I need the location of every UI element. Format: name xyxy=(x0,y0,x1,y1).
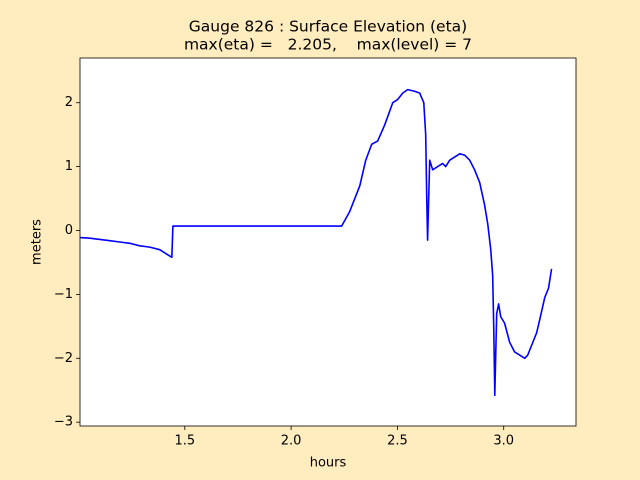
plot-area xyxy=(80,58,576,426)
chart-title: Gauge 826 : Surface Elevation (eta) xyxy=(189,18,467,36)
y-axis-label: meters xyxy=(30,219,45,265)
plot-frame xyxy=(79,57,577,427)
y-tick-label: −3 xyxy=(54,415,73,430)
chart-subtitle: max(eta) = 2.205, max(level) = 7 xyxy=(184,36,472,54)
y-tick-label: 1 xyxy=(65,159,73,174)
y-tick-label: −1 xyxy=(54,287,73,302)
x-tick-label: 1.5 xyxy=(174,434,195,449)
y-tick-label: 2 xyxy=(65,95,73,110)
x-tick-label: 2.0 xyxy=(281,434,302,449)
x-tick-label: 3.0 xyxy=(493,434,514,449)
y-tick-label: −2 xyxy=(54,351,73,366)
x-axis-label: hours xyxy=(310,456,347,471)
x-tick-label: 2.5 xyxy=(387,434,408,449)
data-line xyxy=(80,88,553,397)
y-tick-label: 0 xyxy=(65,223,73,238)
